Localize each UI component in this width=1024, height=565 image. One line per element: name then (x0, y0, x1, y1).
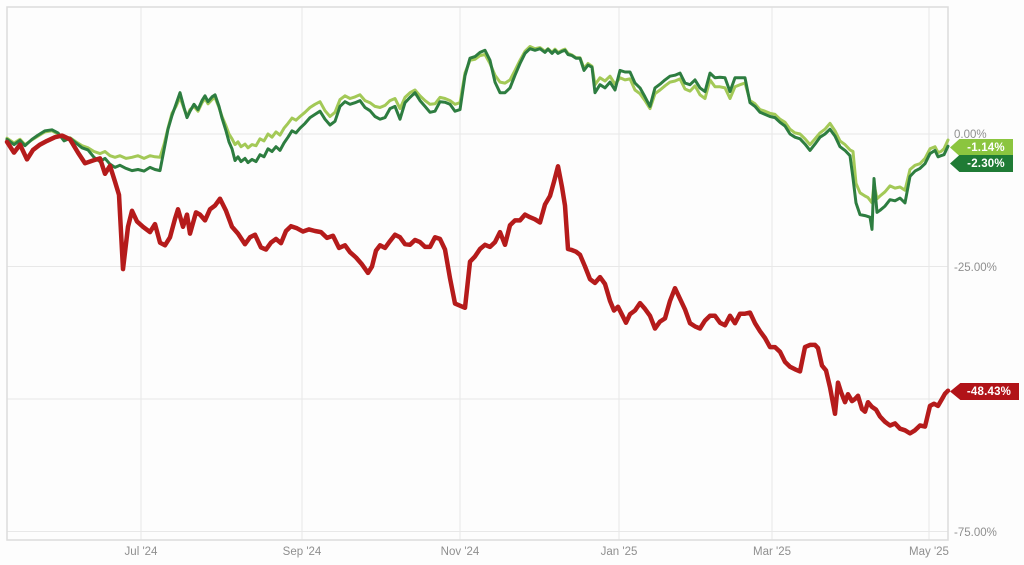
x-axis-tick-label: Mar '25 (753, 546, 791, 558)
red-series (4, 133, 951, 436)
last-value-badge-dark-green: -2.30% (950, 155, 1013, 172)
dark-green-series (5, 47, 950, 231)
x-axis-tick-label: Nov '24 (440, 546, 480, 558)
last-value-badge-light-green: -1.14% (950, 139, 1013, 156)
light-green-series (5, 45, 950, 205)
y-axis-tick-label: -75.00% (954, 526, 997, 539)
plot-border (6, 6, 949, 541)
x-axis-tick-label: May '25 (909, 546, 949, 558)
x-axis-tick-label: Jan '25 (600, 546, 638, 558)
y-axis-tick-label: -25.00% (954, 261, 997, 274)
last-value-badge-red: -48.43% (950, 383, 1019, 400)
x-axis-tick-label: Jul '24 (124, 546, 158, 558)
y-axis-tick-label: 0.00% (954, 129, 987, 141)
x-axis-tick-label: Sep '24 (282, 546, 322, 558)
